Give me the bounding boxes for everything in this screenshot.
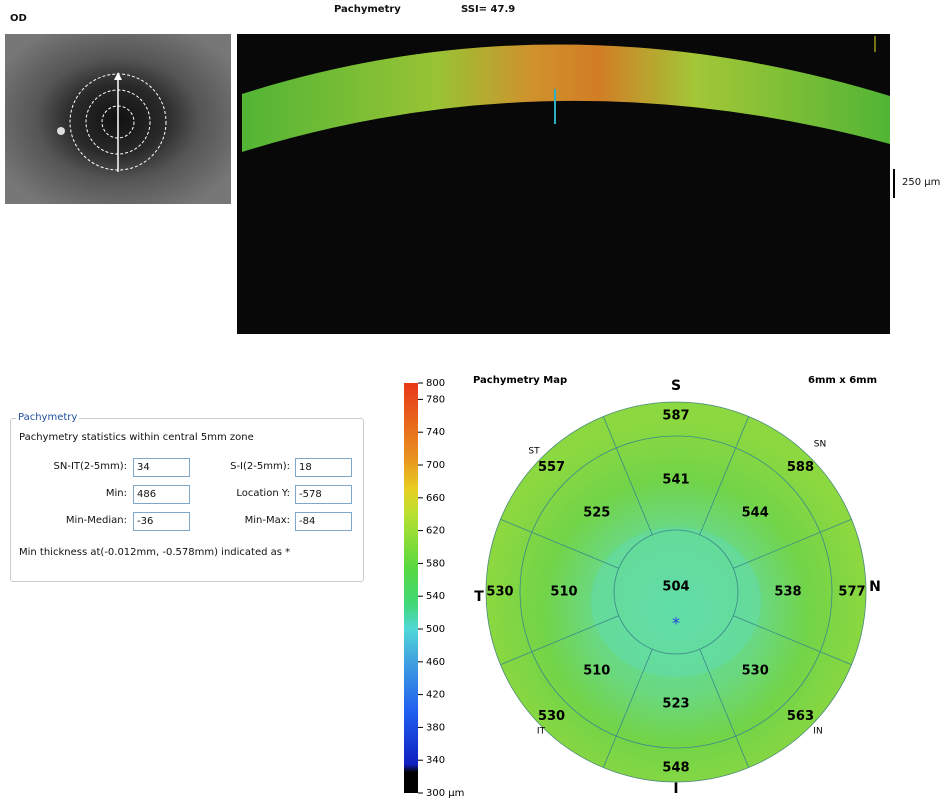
field-label: Location Y: <box>236 488 290 499</box>
colorbar-label: 780 <box>426 394 445 405</box>
thickness-value: 557 <box>538 460 565 475</box>
stats-note: Min thickness at(-0.012mm, -0.578mm) ind… <box>19 547 291 558</box>
field-value: 18 <box>295 458 352 477</box>
direction: S <box>671 378 681 394</box>
eye-image <box>5 34 231 204</box>
thickness-value: 510 <box>550 585 577 600</box>
thickness-value: 525 <box>583 505 610 520</box>
stats-legend: Pachymetry <box>16 412 80 423</box>
colorbar-label: 740 <box>426 427 445 438</box>
field-label: SN-IT(2-5mm): <box>53 461 127 472</box>
thickness-value: 510 <box>583 664 610 679</box>
sector-line <box>733 615 852 666</box>
colorbar-label: 340 <box>426 755 445 766</box>
sector-label: IN <box>813 727 822 737</box>
colorbar <box>404 383 418 793</box>
thickness-value: 587 <box>662 409 689 424</box>
sector-label: ST <box>528 447 540 457</box>
field-label: Min-Max: <box>244 515 290 526</box>
colorbar-label: 700 <box>426 460 445 471</box>
sector-line <box>500 518 619 569</box>
field-value: 486 <box>133 485 190 504</box>
colorbar-label: 300 µm <box>426 788 464 799</box>
sector-line <box>602 416 653 535</box>
thickness-value: 530 <box>538 709 565 724</box>
sector-line <box>699 416 750 535</box>
colorbar-label: 620 <box>426 526 445 537</box>
thickness-value: 530 <box>486 585 513 600</box>
field-label: S-I(2-5mm): <box>230 461 290 472</box>
colorbar-label: 420 <box>426 690 445 701</box>
ssi: SSI= 47.9 <box>461 4 516 15</box>
colorbar-label: 800 <box>426 378 445 389</box>
thickness-value: 504 <box>662 580 689 595</box>
field-label: Min-Median: <box>65 515 127 526</box>
oct-scan <box>237 34 890 334</box>
title: Pachymetry <box>334 4 401 15</box>
scale-bar <box>893 169 895 198</box>
colorbar-label: 540 <box>426 591 445 602</box>
colorbar-label: 460 <box>426 657 445 668</box>
colorbar-label: 660 <box>426 493 445 504</box>
direction: N <box>869 579 881 595</box>
thickness-value: 563 <box>787 709 814 724</box>
field-value: -578 <box>295 485 352 504</box>
stats-description: Pachymetry statistics within central 5mm… <box>19 432 254 443</box>
field-value: -36 <box>133 512 190 531</box>
direction: I <box>673 781 678 797</box>
field-value: -84 <box>295 512 352 531</box>
thickness-value: 541 <box>662 473 689 488</box>
thickness-value: 544 <box>742 505 769 520</box>
field-value: 34 <box>133 458 190 477</box>
stats-panel <box>10 418 364 582</box>
sector-label: SN <box>814 440 826 450</box>
thickness-value: 577 <box>838 585 865 600</box>
thickness-value: 588 <box>787 460 814 475</box>
eye-label: OD <box>10 13 27 24</box>
sector-line <box>602 649 653 768</box>
colorbar-label: 380 <box>426 722 445 733</box>
thickness-value: 523 <box>662 697 689 712</box>
scale-label: 250 µm <box>902 177 941 188</box>
map-title: Pachymetry Map <box>473 375 567 386</box>
thickness-value: 530 <box>742 664 769 679</box>
sector-line <box>500 615 619 666</box>
thickness-value: 538 <box>774 585 801 600</box>
sector-label: IT <box>537 727 546 737</box>
sector-line <box>699 649 750 768</box>
field-label: Min: <box>105 488 127 499</box>
colorbar-label: 500 <box>426 624 445 635</box>
map-size: 6mm x 6mm <box>808 375 877 386</box>
thickness-value: 548 <box>662 761 689 776</box>
direction: T <box>474 589 484 605</box>
svg-text:*: * <box>672 614 680 633</box>
pachymetry-map: Pachymetry Map 6mm x 6mm * S N I T ST SN… <box>404 375 881 799</box>
colorbar-label: 580 <box>426 558 445 569</box>
sector-line <box>733 518 852 569</box>
